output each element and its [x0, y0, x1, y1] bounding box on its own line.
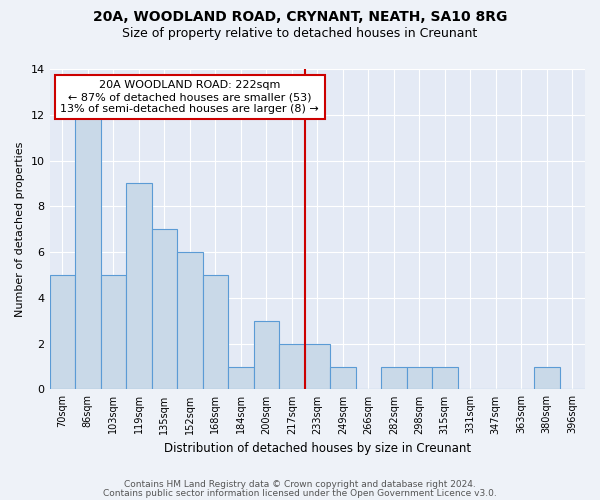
Bar — [101, 275, 126, 390]
Y-axis label: Number of detached properties: Number of detached properties — [15, 142, 25, 317]
Text: Contains public sector information licensed under the Open Government Licence v3: Contains public sector information licen… — [103, 489, 497, 498]
Bar — [254, 321, 279, 390]
Bar — [177, 252, 203, 390]
Bar — [152, 229, 177, 390]
Bar — [407, 366, 432, 390]
Bar — [330, 366, 356, 390]
Text: 20A WOODLAND ROAD: 222sqm
← 87% of detached houses are smaller (53)
13% of semi-: 20A WOODLAND ROAD: 222sqm ← 87% of detac… — [61, 80, 319, 114]
Bar — [432, 366, 458, 390]
Bar — [228, 366, 254, 390]
Text: Size of property relative to detached houses in Creunant: Size of property relative to detached ho… — [122, 28, 478, 40]
Bar — [75, 115, 101, 390]
X-axis label: Distribution of detached houses by size in Creunant: Distribution of detached houses by size … — [164, 442, 471, 455]
Text: 20A, WOODLAND ROAD, CRYNANT, NEATH, SA10 8RG: 20A, WOODLAND ROAD, CRYNANT, NEATH, SA10… — [93, 10, 507, 24]
Bar — [305, 344, 330, 390]
Bar — [126, 184, 152, 390]
Bar — [203, 275, 228, 390]
Text: Contains HM Land Registry data © Crown copyright and database right 2024.: Contains HM Land Registry data © Crown c… — [124, 480, 476, 489]
Bar — [50, 275, 75, 390]
Bar — [534, 366, 560, 390]
Bar — [381, 366, 407, 390]
Bar — [279, 344, 305, 390]
